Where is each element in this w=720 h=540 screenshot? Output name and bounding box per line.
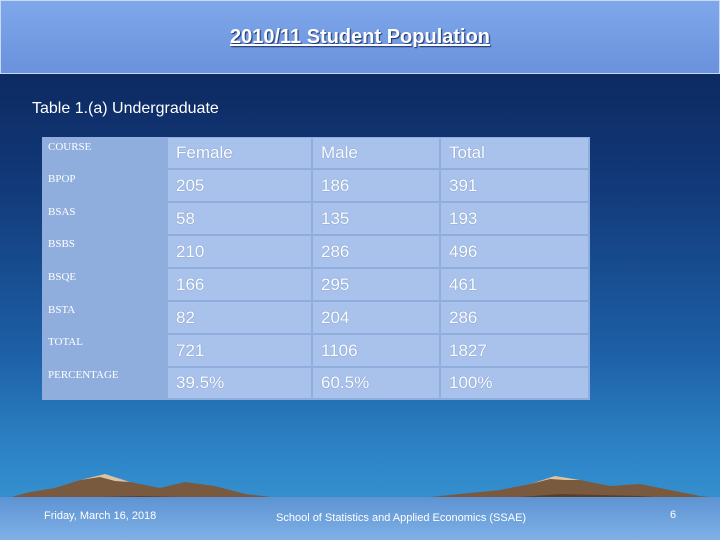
- header-male: Male: [313, 138, 439, 168]
- course-column: COURSE BPOP BSAS BSBS BSQE BSTA TOTAL PE…: [42, 137, 166, 400]
- cell-total: 193: [441, 203, 588, 234]
- cell-female: 721: [168, 335, 311, 366]
- header-total: Total: [441, 138, 588, 168]
- cell-female: 166: [168, 269, 311, 300]
- footer-date: Friday, March 16, 2018: [44, 510, 157, 522]
- cell-total: 100%: [441, 368, 588, 398]
- course-label: BSAS: [48, 206, 76, 218]
- cell-male: 1106: [313, 335, 439, 366]
- cell-male: 204: [313, 302, 439, 333]
- page-number: 6: [670, 509, 677, 521]
- course-label: BPOP: [48, 173, 76, 185]
- course-label: BSBS: [48, 238, 75, 250]
- cell-female: 205: [168, 170, 311, 201]
- cell-female: 210: [168, 236, 311, 267]
- cell-total: 496: [441, 236, 588, 267]
- cell-male: 135: [313, 203, 439, 234]
- course-label: TOTAL: [48, 336, 83, 348]
- cell-total: 461: [441, 269, 588, 300]
- course-header: COURSE: [48, 141, 92, 153]
- title-bar: 2010/11 Student Population: [0, 0, 720, 74]
- slide-title: 2010/11 Student Population: [229, 25, 491, 48]
- cell-female: 58: [168, 203, 311, 234]
- cell-male: 60.5%: [313, 368, 439, 398]
- footer-school: School of Statistics and Applied Economi…: [276, 512, 527, 524]
- course-label: BSTA: [48, 304, 76, 316]
- cell-male: 186: [313, 170, 439, 201]
- cell-total: 391: [441, 170, 588, 201]
- cell-total: 286: [441, 302, 588, 333]
- cell-female: 82: [168, 302, 311, 333]
- cell-male: 286: [313, 236, 439, 267]
- course-label: BSQE: [48, 271, 77, 283]
- cell-male: 295: [313, 269, 439, 300]
- header-female: Female: [168, 138, 311, 168]
- course-label: PERCENTAGE: [48, 369, 119, 381]
- cell-total: 1827: [441, 335, 588, 366]
- population-table: COURSE BPOP BSAS BSBS BSQE BSTA TOTAL PE…: [42, 137, 590, 400]
- footer-bar: Friday, March 16, 2018 School of Statist…: [0, 497, 720, 540]
- cell-female: 39.5%: [168, 368, 311, 398]
- table-subtitle: Table 1.(a) Undergraduate: [32, 100, 219, 117]
